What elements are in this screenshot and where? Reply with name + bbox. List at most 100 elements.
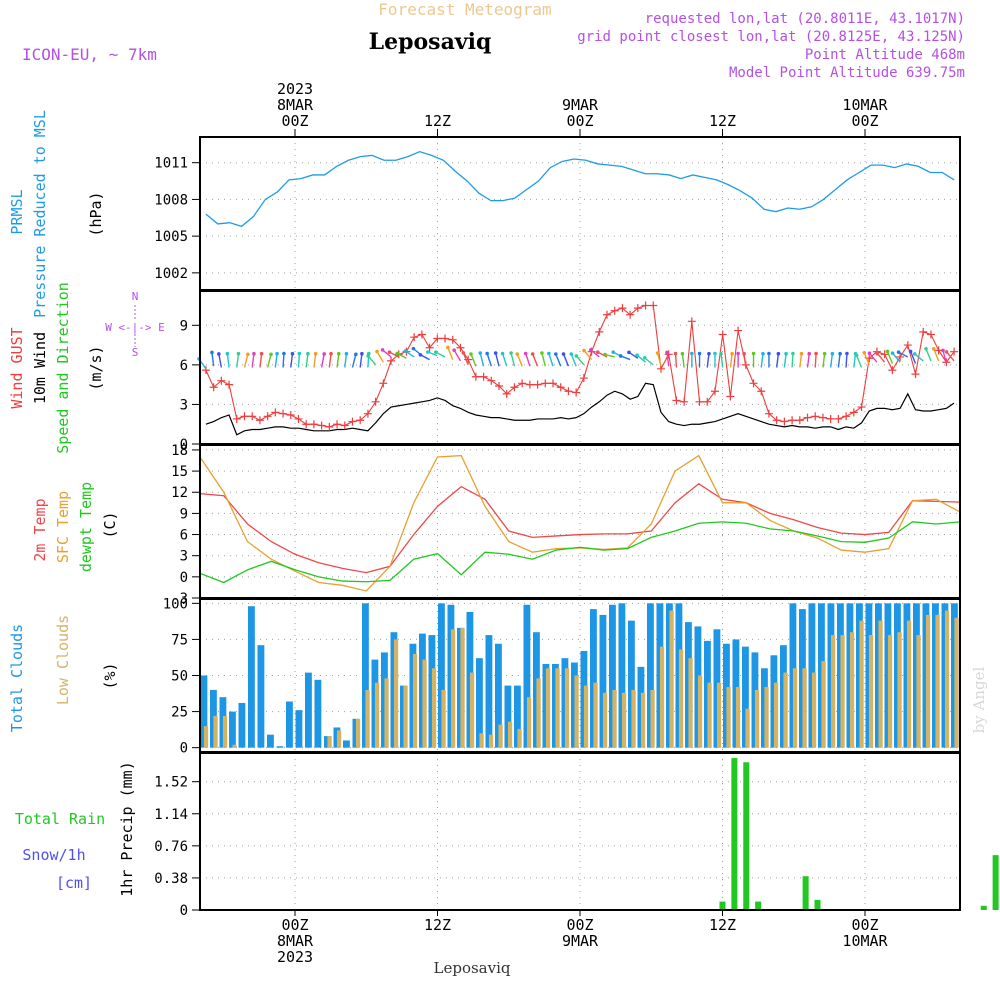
wind-arrow-head: [944, 350, 949, 354]
wind-arrow: [555, 353, 562, 367]
wind-arrow: [297, 353, 301, 368]
low-cloud-bar: [526, 697, 532, 748]
wind-arrow: [382, 349, 392, 358]
wind-arrow-head: [603, 352, 607, 357]
y-tick-label: 6: [180, 528, 188, 544]
total-cloud-bar: [409, 643, 417, 748]
wind-arrow: [575, 355, 585, 366]
wind-arrow: [359, 353, 363, 368]
gust-marker: [888, 366, 897, 375]
wind-arrow-head: [707, 351, 711, 356]
total-cloud-bar: [590, 609, 597, 748]
y-tick-label: 9: [180, 506, 188, 522]
top-time-label: 8MAR: [277, 96, 314, 114]
wind-arrow-head: [862, 350, 867, 355]
y-tick-label: 6: [180, 358, 188, 374]
wind-arrow-head: [736, 351, 740, 356]
top-time-label: 2023: [277, 80, 313, 98]
wind-arrow: [313, 353, 317, 368]
y-tick-label: 0: [180, 741, 188, 757]
wind-arrow-head: [931, 346, 936, 351]
wind-arrow: [909, 351, 917, 364]
gust-marker: [803, 413, 812, 422]
wind-arrow-head: [924, 346, 928, 351]
gust-marker: [340, 421, 349, 430]
top-time-label: 9MAR: [562, 96, 599, 114]
wind-arrow: [486, 353, 492, 367]
wind-arrow-head: [941, 348, 945, 353]
total-cloud-bar: [466, 611, 474, 748]
gust-marker: [533, 380, 542, 389]
low-cloud-bar: [678, 649, 684, 748]
gust-marker: [417, 330, 426, 339]
gust-marker: [556, 383, 565, 392]
total-cloud-bar: [647, 603, 654, 748]
low-cloud-bar: [621, 692, 627, 748]
wind-arrow: [462, 352, 469, 366]
gust-marker: [649, 301, 658, 310]
gust-marker: [703, 397, 712, 406]
wind-arrow-head: [523, 351, 528, 356]
wind-arrow-head: [655, 351, 660, 355]
wind-arrow: [320, 353, 325, 368]
gust-marker: [279, 409, 288, 418]
wind-arrow-head: [854, 353, 859, 358]
bottom-time-label: 10MAR: [842, 932, 888, 950]
low-cloud-bar: [355, 718, 361, 748]
gust-marker: [240, 412, 249, 421]
low-cloud-bar: [716, 682, 722, 748]
gust-marker: [333, 420, 342, 429]
compass-west-east: W <-|-> E: [105, 321, 165, 334]
wind-arrow-head: [814, 351, 818, 356]
wind-arrow-head: [574, 354, 579, 358]
wind-arrow-head: [418, 352, 423, 357]
low-cloud-bar: [612, 689, 617, 748]
total-cloud-bar: [495, 643, 502, 748]
y-tick-label: 3: [180, 397, 188, 413]
y-tick-label: 1002: [154, 266, 188, 282]
requested-coords: requested lon,lat (20.8011E, 43.1017N): [645, 11, 965, 27]
gust-marker: [641, 301, 650, 310]
low-cloud-bar: [403, 685, 408, 748]
wind-arrow-head: [360, 351, 364, 356]
y-tick-label: 0: [180, 903, 188, 919]
low-clouds-side-label: Low Clouds: [54, 615, 72, 705]
wind-arrow-head: [875, 351, 879, 356]
dewpt-side-label: dewpt Temp: [77, 482, 95, 572]
total-cloud-bar: [457, 627, 464, 748]
gust-marker: [672, 396, 681, 405]
wind-arrow: [799, 353, 803, 368]
gust-marker: [834, 414, 843, 423]
wind-arrow-head: [912, 352, 917, 356]
y-tick-label: 1005: [154, 229, 188, 245]
wind-arrow: [516, 353, 523, 367]
gust-marker: [387, 356, 396, 365]
wind-arrow-head: [908, 349, 913, 354]
gust-marker: [456, 343, 465, 352]
low-cloud-bar: [564, 668, 570, 748]
wind-arrow-head: [611, 350, 616, 354]
wind-arrow: [946, 351, 955, 362]
low-cloud-bar: [441, 689, 446, 748]
wind-arrow-head: [259, 351, 264, 356]
wind-arrow-head: [282, 351, 286, 356]
gust-marker: [849, 408, 858, 417]
wind-arrow-head: [751, 351, 756, 356]
gust-marker: [379, 379, 388, 388]
pressure-side-label: Pressure Reduced to MSL: [31, 110, 49, 318]
gust-marker: [764, 409, 773, 418]
temp2m-side-label: 2m Temp: [31, 498, 49, 561]
gust-marker: [795, 416, 804, 425]
gust-marker: [294, 414, 303, 423]
top-time-label: 12Z: [424, 112, 451, 130]
total-cloud-bar: [742, 646, 749, 748]
wind-arrow: [562, 353, 570, 367]
low-cloud-bar: [374, 682, 380, 748]
y-tick-label: 0: [180, 570, 188, 586]
wind-arrow-head: [799, 351, 804, 356]
wind-arrow-head: [635, 353, 639, 358]
gust-marker: [479, 372, 488, 381]
wind-arrow: [845, 353, 848, 368]
low-cloud-bar: [802, 668, 807, 748]
wind-arrow-head: [618, 354, 623, 358]
